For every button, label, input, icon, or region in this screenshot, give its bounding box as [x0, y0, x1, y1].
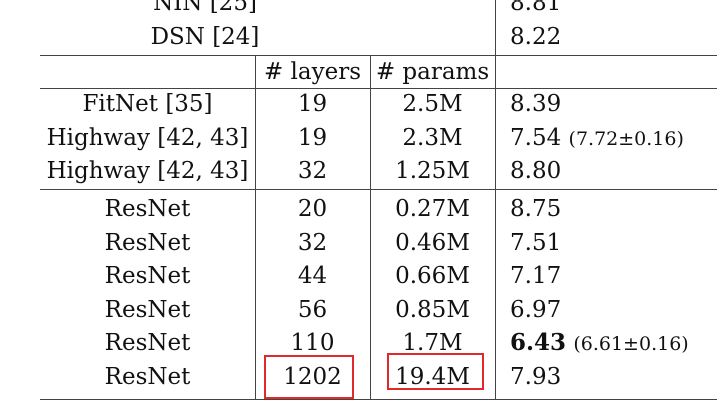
rule-bottom — [40, 399, 717, 400]
params-cell: 2.3M — [402, 125, 463, 151]
layers-cell: 32 — [297, 230, 328, 256]
column-divider-error — [495, 0, 496, 400]
method-cell: ResNet — [104, 364, 191, 390]
method-cell: ResNet — [104, 196, 191, 222]
error-cell: 6.43 (6.61±0.16) — [510, 329, 689, 358]
column-divider-params — [370, 55, 371, 400]
layers-cell: 20 — [297, 196, 328, 222]
error-cell: 8.22 — [510, 24, 562, 50]
error-value: 7.54 — [510, 125, 562, 151]
error-note: (7.72±0.16) — [568, 128, 684, 150]
error-cell: 8.80 — [510, 158, 562, 184]
rule-above-header — [40, 55, 717, 56]
error-cell: 6.97 — [510, 297, 562, 323]
error-cell: 8.81 — [510, 0, 562, 16]
error-cell: 7.17 — [510, 263, 562, 289]
error-cell: 7.51 — [510, 230, 562, 256]
layers-cell: 44 — [297, 263, 328, 289]
method-cell: NIN [25] — [153, 0, 257, 16]
method-cell: Highway [42, 43] — [46, 125, 249, 151]
params-cell: 2.5M — [402, 91, 463, 117]
best-error-value: 6.43 — [510, 329, 567, 356]
method-cell: FitNet [35] — [82, 91, 213, 117]
layers-cell: 110 — [290, 330, 335, 356]
layers-cell: 1202 — [283, 364, 342, 390]
layers-cell: 56 — [297, 297, 328, 323]
error-cell: 7.54 (7.72±0.16) — [510, 124, 684, 153]
rule-below-header — [40, 88, 717, 89]
layers-cell: 32 — [297, 158, 328, 184]
method-cell: ResNet — [104, 297, 191, 323]
highlight-box-params — [387, 353, 484, 390]
rule-below-group1 — [40, 189, 717, 190]
method-cell: Highway [42, 43] — [46, 158, 249, 184]
header-layers: # layers — [263, 59, 362, 85]
params-cell: 0.27M — [395, 196, 470, 222]
method-cell: DSN [24] — [150, 24, 260, 50]
layers-cell: 19 — [297, 91, 328, 117]
params-cell: 1.7M — [402, 330, 463, 356]
params-cell: 0.66M — [395, 263, 470, 289]
method-cell: ResNet — [104, 263, 191, 289]
highlight-box-layers — [264, 355, 354, 399]
params-cell: 19.4M — [395, 364, 470, 390]
params-cell: 0.85M — [395, 297, 470, 323]
layers-cell: 19 — [297, 125, 328, 151]
error-cell: 8.39 — [510, 91, 562, 117]
column-divider-layers — [255, 55, 256, 400]
params-cell: 1.25M — [395, 158, 470, 184]
error-cell: 7.93 — [510, 364, 562, 390]
header-params: # params — [375, 59, 490, 85]
error-note: (6.61±0.16) — [573, 333, 689, 355]
error-cell: 8.75 — [510, 196, 562, 222]
method-cell: ResNet — [104, 230, 191, 256]
method-cell: ResNet — [104, 330, 191, 356]
params-cell: 0.46M — [395, 230, 470, 256]
